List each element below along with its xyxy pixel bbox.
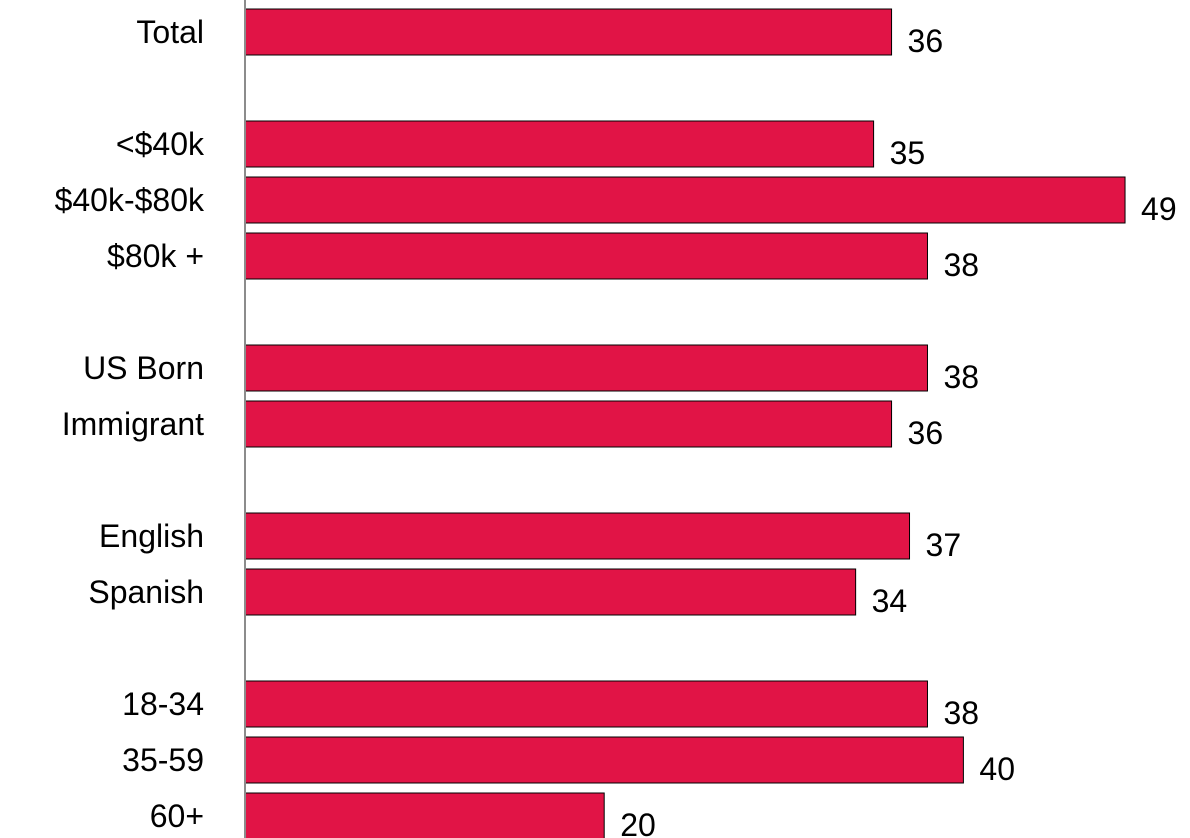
bar xyxy=(244,512,911,560)
data-label: 38 xyxy=(943,695,979,731)
data-label: 49 xyxy=(1141,191,1177,227)
category-label: 60+ xyxy=(150,798,204,834)
bar xyxy=(244,736,964,784)
bar xyxy=(244,344,928,392)
data-label: 38 xyxy=(943,247,979,283)
category-label: $80k + xyxy=(107,238,204,274)
data-label: 36 xyxy=(908,415,944,451)
category-label: 35-59 xyxy=(122,742,204,778)
bar xyxy=(244,568,857,616)
data-label: 37 xyxy=(926,527,962,563)
bar xyxy=(244,232,928,280)
data-label: 36 xyxy=(908,23,944,59)
category-label: 18-34 xyxy=(122,686,204,722)
category-label: Spanish xyxy=(88,574,204,610)
bars-layer xyxy=(244,8,1126,838)
category-label: <$40k xyxy=(116,126,205,162)
bar xyxy=(244,120,875,168)
data-label: 34 xyxy=(872,583,908,619)
data-label: 35 xyxy=(890,135,926,171)
category-label: US Born xyxy=(83,350,204,386)
category-label: Immigrant xyxy=(62,406,204,442)
bar xyxy=(244,400,893,448)
category-label: English xyxy=(99,518,204,554)
data-label: 40 xyxy=(979,751,1015,787)
bar xyxy=(244,8,893,56)
bar xyxy=(244,680,928,728)
labels-layer: Total 36 <$40k 35 $40k-$80k 49 $80k + 38 US Born… xyxy=(55,14,1177,838)
data-label: 20 xyxy=(620,807,656,838)
bar xyxy=(244,176,1126,224)
data-label: 38 xyxy=(943,359,979,395)
bar xyxy=(244,792,605,838)
category-label: Total xyxy=(136,14,204,50)
category-label: $40k-$80k xyxy=(55,182,205,218)
